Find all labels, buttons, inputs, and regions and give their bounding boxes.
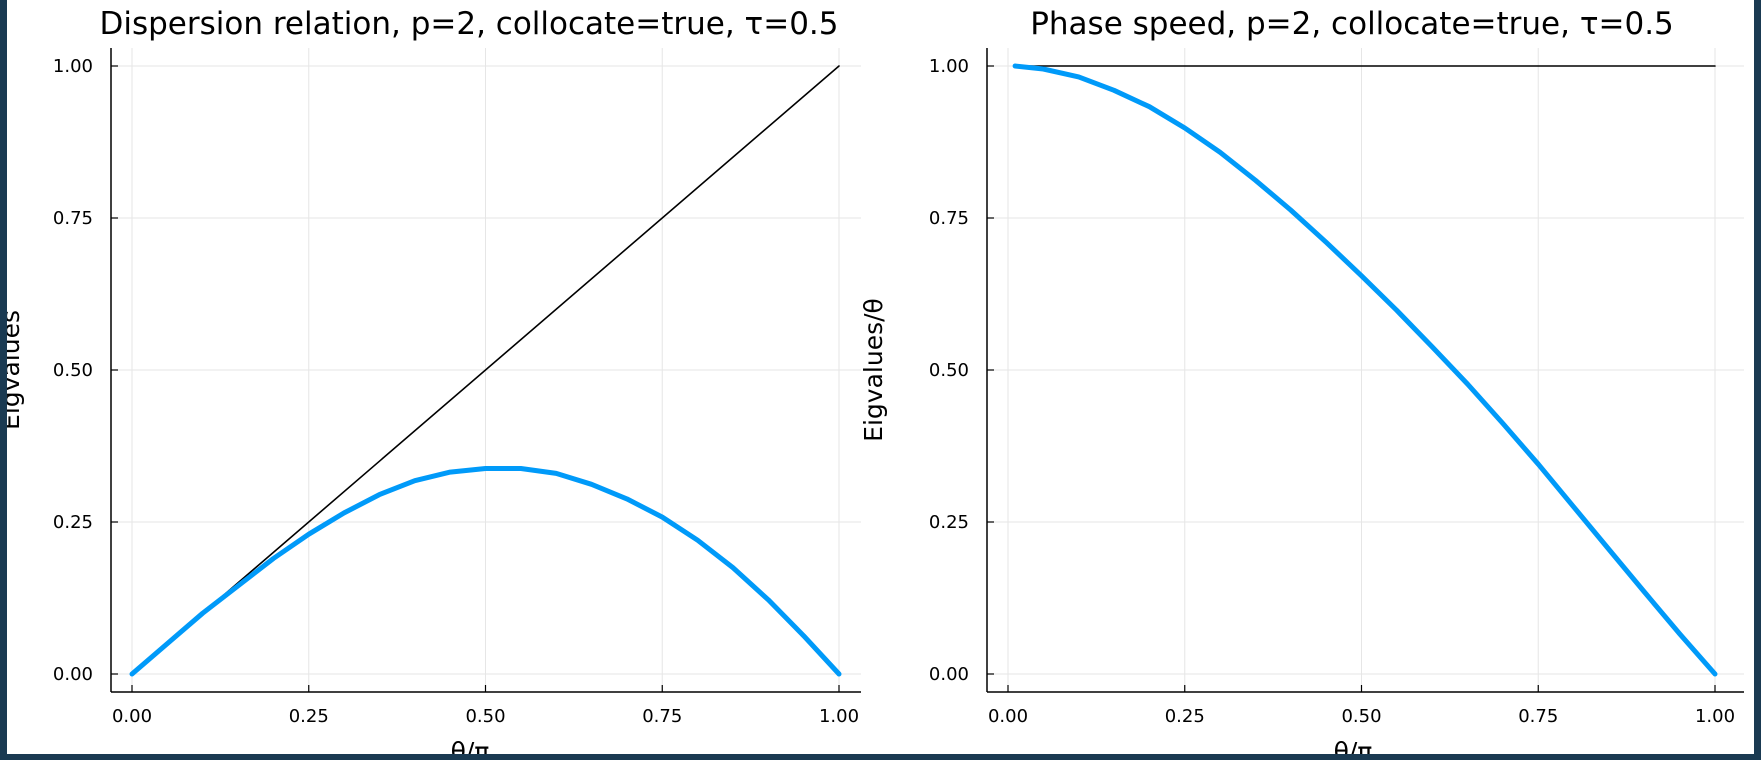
x-tick-label: 1.00 (819, 706, 859, 727)
y-axis-label: Eigvalues (7, 310, 25, 430)
x-tick-label: 0.75 (1518, 706, 1558, 727)
y-tick-label: 0.50 (53, 360, 93, 381)
y-axis-label: Eigvalues/θ (859, 298, 888, 442)
y-tick-label: 1.00 (929, 56, 969, 77)
y-tick-label: 0.25 (929, 512, 969, 533)
phase-speed-chart: Phase speed, p=2, collocate=true, τ=0.5 … (859, 6, 1744, 754)
x-tick-label: 0.00 (112, 706, 152, 727)
chart-title: Dispersion relation, p=2, collocate=true… (100, 6, 839, 42)
y-tick-label: 0.25 (53, 512, 93, 533)
x-tick-label: 0.75 (642, 706, 682, 727)
x-axis-label: θ/π (451, 737, 490, 754)
y-tick-label: 1.00 (53, 56, 93, 77)
x-tick-label: 0.50 (465, 706, 505, 727)
chart-title: Phase speed, p=2, collocate=true, τ=0.5 (1030, 6, 1674, 42)
x-tick-label: 0.25 (1165, 706, 1205, 727)
dispersion-chart: Dispersion relation, p=2, collocate=true… (7, 6, 861, 754)
x-tick-label: 0.25 (289, 706, 329, 727)
series-line-numerical (1012, 63, 1718, 677)
y-tick-label: 0.75 (53, 208, 93, 229)
y-tick-label: 0.75 (929, 208, 969, 229)
x-tick-label: 0.50 (1341, 706, 1381, 727)
series-line-numerical (129, 466, 842, 677)
x-tick-label: 0.00 (988, 706, 1028, 727)
series-line-reference (131, 65, 840, 675)
y-tick-label: 0.00 (53, 664, 93, 685)
y-tick-label: 0.00 (929, 664, 969, 685)
figure: Dispersion relation, p=2, collocate=true… (7, 0, 1754, 754)
x-axis-label: θ/π (1334, 737, 1373, 754)
y-tick-label: 0.50 (929, 360, 969, 381)
figure-canvas: Dispersion relation, p=2, collocate=true… (7, 6, 1744, 754)
x-tick-label: 1.00 (1695, 706, 1735, 727)
